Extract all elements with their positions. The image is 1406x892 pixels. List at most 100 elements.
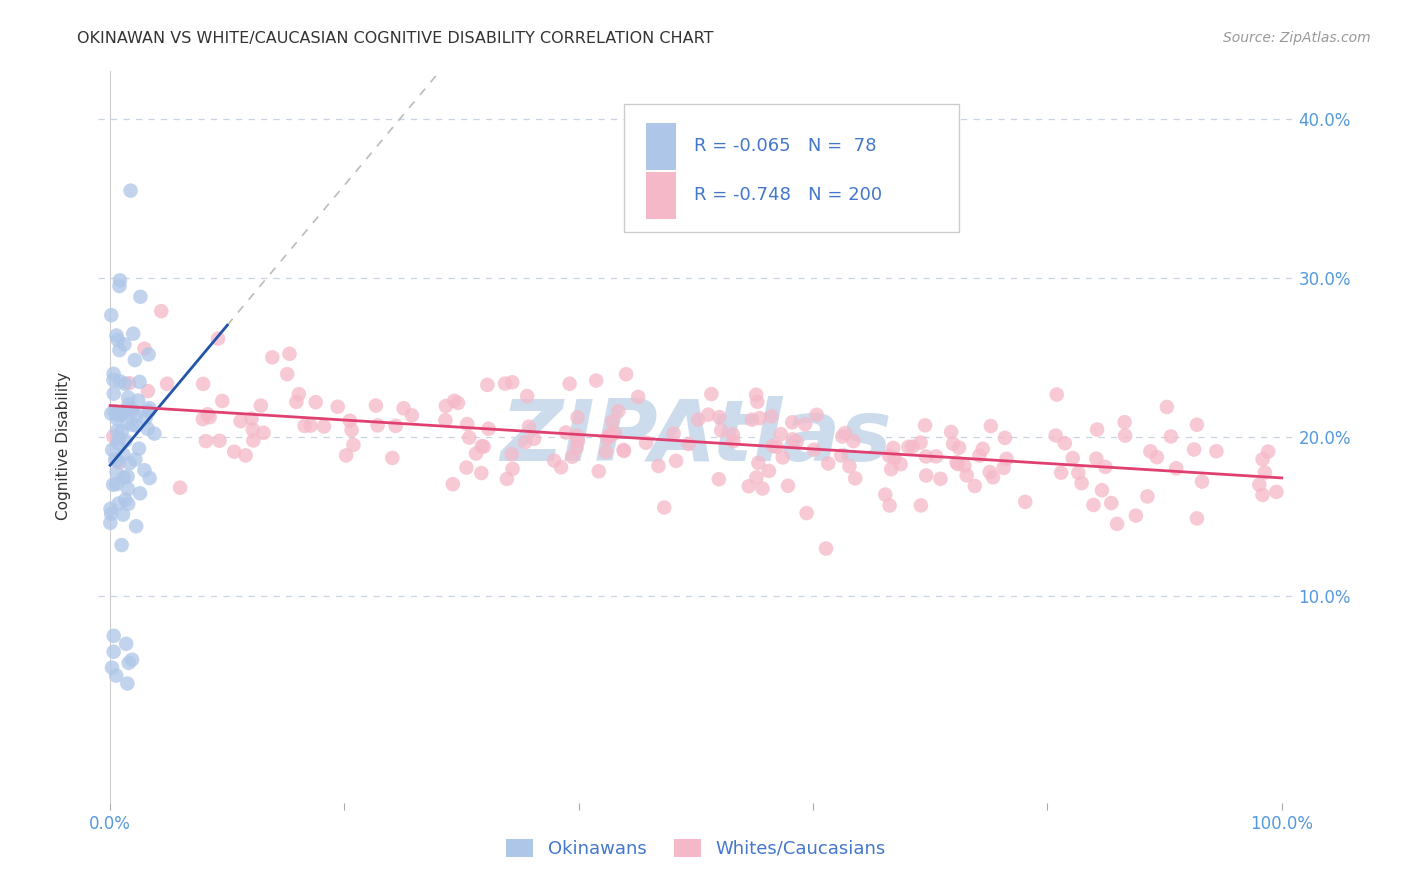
Point: [118, 376, 141, 391]
Point: [124, 452, 146, 467]
Point: [252, 425, 274, 440]
Point: [963, 479, 986, 493]
Point: [103, 367, 125, 381]
Point: [794, 417, 817, 432]
Point: [128, 375, 150, 389]
Point: [565, 441, 588, 455]
Point: [138, 471, 160, 485]
Point: [458, 431, 481, 445]
Point: [766, 440, 789, 454]
Point: [910, 499, 932, 513]
Point: [550, 460, 572, 475]
Text: OKINAWAN VS WHITE/CAUCASIAN COGNITIVE DISABILITY CORRELATION CHART: OKINAWAN VS WHITE/CAUCASIAN COGNITIVE DI…: [77, 31, 714, 46]
Point: [121, 417, 143, 432]
Text: Source: ZipAtlas.com: Source: ZipAtlas.com: [1223, 31, 1371, 45]
Point: [709, 410, 731, 425]
Point: [1156, 400, 1178, 414]
Point: [942, 437, 965, 451]
Point: [101, 442, 124, 457]
Point: [305, 395, 328, 409]
Point: [751, 482, 773, 496]
Point: [103, 429, 125, 443]
Point: [517, 419, 540, 434]
Point: [607, 404, 630, 418]
Point: [1205, 444, 1227, 458]
Point: [1014, 495, 1036, 509]
Point: [806, 408, 828, 422]
Point: [456, 417, 478, 431]
Point: [326, 400, 349, 414]
Point: [441, 477, 464, 491]
Point: [299, 418, 322, 433]
Point: [1254, 466, 1277, 480]
Point: [470, 466, 492, 480]
Point: [472, 440, 495, 454]
Point: [561, 450, 583, 464]
Point: [124, 353, 146, 368]
Point: [1185, 417, 1208, 432]
Point: [107, 333, 129, 347]
Point: [108, 375, 131, 389]
Point: [1094, 459, 1116, 474]
Point: [101, 660, 124, 674]
Point: [381, 450, 404, 465]
Point: [914, 418, 936, 433]
Point: [1114, 415, 1136, 429]
Point: [688, 412, 710, 426]
Point: [678, 437, 700, 451]
Point: [882, 441, 904, 455]
Point: [312, 419, 335, 434]
Point: [721, 427, 744, 442]
Point: [125, 408, 148, 422]
Point: [112, 470, 135, 484]
Point: [515, 435, 537, 450]
Point: [103, 386, 125, 401]
Point: [523, 432, 546, 446]
Point: [603, 426, 626, 441]
Point: [138, 404, 160, 418]
Point: [285, 395, 308, 409]
Point: [392, 401, 415, 416]
Point: [762, 439, 785, 453]
Point: [1083, 498, 1105, 512]
Point: [134, 463, 156, 477]
Point: [745, 388, 768, 402]
Point: [915, 468, 938, 483]
Point: [194, 434, 217, 448]
Point: [100, 407, 122, 421]
Point: [815, 541, 838, 556]
Point: [224, 444, 246, 458]
Point: [780, 415, 803, 429]
Point: [613, 442, 636, 457]
Point: [100, 507, 122, 521]
Point: [242, 434, 264, 448]
Point: [1045, 428, 1067, 442]
Point: [117, 482, 139, 496]
Point: [875, 487, 897, 501]
Point: [567, 434, 589, 448]
Point: [120, 184, 142, 198]
Point: [235, 449, 257, 463]
Point: [110, 538, 132, 552]
Point: [98, 516, 121, 530]
Point: [117, 497, 139, 511]
Point: [276, 367, 298, 381]
Point: [501, 447, 523, 461]
Point: [910, 435, 932, 450]
Point: [447, 396, 470, 410]
Point: [250, 399, 273, 413]
Point: [817, 457, 839, 471]
Point: [747, 394, 769, 409]
Point: [956, 468, 979, 483]
Point: [127, 393, 149, 408]
Point: [1125, 508, 1147, 523]
Point: [471, 439, 494, 453]
Point: [972, 442, 994, 456]
Point: [838, 459, 860, 474]
Point: [134, 342, 156, 356]
Point: [761, 409, 783, 424]
Point: [107, 436, 129, 450]
Point: [138, 401, 160, 416]
Point: [915, 450, 938, 464]
Point: [110, 406, 132, 420]
